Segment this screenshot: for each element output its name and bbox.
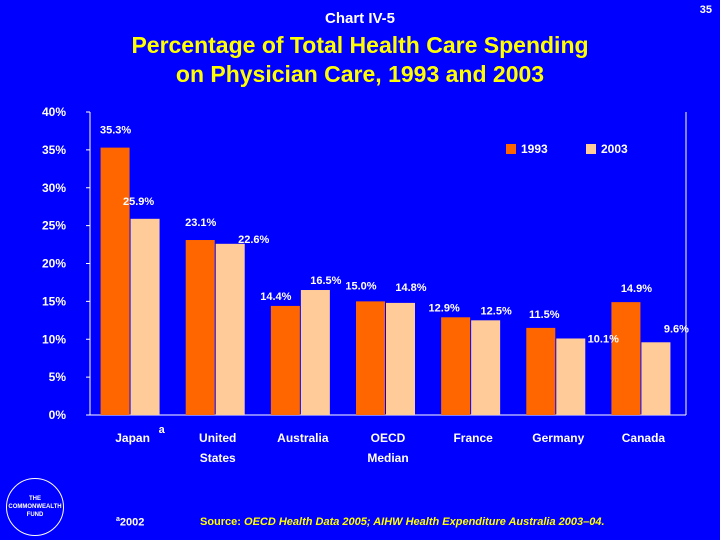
source-note: Source: OECD Health Data 2005; AIHW Heal…	[200, 516, 605, 528]
y-tick-label: 35%	[42, 143, 66, 157]
bar-2003-france	[471, 320, 501, 415]
bar-1993-canada	[611, 302, 641, 415]
data-label-1993-japan: 35.3%	[100, 125, 131, 137]
data-label-2003-france: 12.5%	[481, 305, 512, 317]
bar-2003-united	[215, 243, 245, 415]
source-text: OECD Health Data 2005; AIHW Health Expen…	[240, 516, 605, 528]
logo-line-1: THE	[29, 496, 41, 502]
legend-label-2003: 2003	[601, 142, 628, 156]
legend-swatch-1993	[506, 144, 516, 154]
data-label-2003-japan: 25.9%	[123, 196, 154, 208]
chart-legend: 1993 2003	[506, 142, 628, 156]
commonwealth-fund-logo: THE COMMONWEALTH FUND	[6, 478, 64, 536]
y-tick-label: 40%	[42, 105, 66, 119]
footnote: a2002	[116, 516, 144, 529]
category-footnote-marker: a	[159, 424, 166, 436]
bar-1993-australia	[270, 305, 300, 415]
y-tick-label: 30%	[42, 181, 66, 195]
category-label-united: United	[199, 431, 236, 445]
y-tick-label: 0%	[49, 408, 67, 422]
data-label-2003-germany: 10.1%	[588, 333, 619, 345]
data-label-2003-oecd: 14.8%	[395, 282, 426, 294]
y-tick-label: 10%	[42, 332, 66, 346]
bar-2003-australia	[300, 290, 330, 415]
bar-2003-canada	[641, 342, 671, 415]
y-tick-label: 15%	[42, 294, 66, 308]
data-label-2003-australia: 16.5%	[310, 275, 341, 287]
category-label-japan: Japan	[115, 431, 150, 445]
footnote-marker: a	[116, 516, 120, 523]
category-label-oecd: OECD	[371, 431, 406, 445]
chart-bars	[100, 147, 671, 416]
chart-title: Percentage of Total Health Care Spending…	[40, 31, 680, 89]
bar-1993-france	[441, 317, 471, 415]
data-label-1993-canada: 14.9%	[621, 283, 652, 295]
logo-line-3: FUND	[26, 512, 44, 518]
chart-data-labels: 35.3% 25.9% 23.1% 22.6% 14.4% 16.5% 15.0% 14.8%…	[100, 125, 689, 346]
bar-2003-oecd	[386, 302, 415, 415]
bar-1993-japan	[100, 147, 130, 416]
chart-label: Chart IV-5	[324, 10, 396, 27]
category-label-germany: Germany	[532, 431, 584, 445]
category-label-states: States	[200, 451, 236, 465]
category-label-france: France	[453, 431, 493, 445]
category-label-canada: Canada	[622, 431, 666, 445]
data-label-1993-germany: 11.5%	[529, 309, 560, 321]
category-label-median: Median	[367, 451, 408, 465]
title-line-1: Percentage of Total Health Care Spending	[131, 32, 589, 58]
page-number: 35	[699, 4, 712, 16]
title-line-2: on Physician Care, 1993 and 2003	[175, 61, 545, 87]
bar-2003-japan	[130, 218, 160, 415]
bar-1993-oecd	[356, 301, 385, 415]
data-label-1993-australia: 14.4%	[260, 291, 291, 303]
y-tick-label: 25%	[42, 219, 66, 233]
data-label-1993-france: 12.9%	[429, 302, 460, 314]
y-tick-label: 5%	[49, 370, 67, 384]
y-tick-label: 20%	[42, 257, 66, 271]
source-label: Source:	[200, 516, 241, 528]
data-label-2003-canada: 9.6%	[664, 323, 689, 335]
logo-line-2: COMMONWEALTH	[8, 504, 62, 510]
data-label-1993-united: 23.1%	[185, 217, 216, 229]
data-label-2003-united: 22.6%	[238, 234, 269, 246]
data-label-1993-oecd: 15.0%	[345, 280, 376, 292]
legend-label-1993: 1993	[521, 142, 548, 156]
bar-1993-united	[185, 240, 215, 415]
bar-2003-germany	[556, 338, 586, 415]
category-label-australia: Australia	[277, 431, 329, 445]
bar-1993-germany	[526, 327, 556, 415]
footnote-text: 2002	[119, 516, 145, 529]
legend-swatch-2003	[586, 144, 596, 154]
